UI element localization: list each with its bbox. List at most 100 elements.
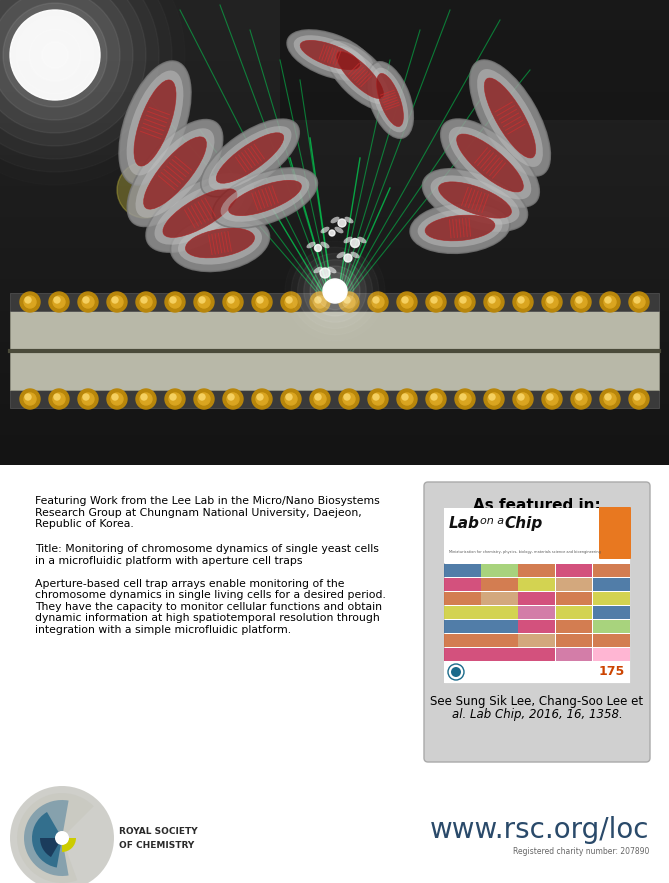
Ellipse shape bbox=[229, 180, 302, 215]
Ellipse shape bbox=[287, 30, 373, 80]
Circle shape bbox=[140, 296, 152, 308]
Wedge shape bbox=[40, 838, 62, 857]
Circle shape bbox=[117, 162, 173, 218]
Circle shape bbox=[343, 296, 355, 308]
Circle shape bbox=[329, 230, 335, 236]
Text: Lab: Lab bbox=[449, 516, 480, 531]
Bar bbox=[555, 620, 592, 633]
Ellipse shape bbox=[470, 60, 551, 176]
Bar bbox=[555, 633, 592, 647]
Circle shape bbox=[314, 296, 326, 308]
Wedge shape bbox=[10, 786, 114, 883]
Circle shape bbox=[223, 292, 243, 312]
Circle shape bbox=[576, 297, 582, 303]
Circle shape bbox=[16, 16, 94, 94]
Wedge shape bbox=[24, 800, 69, 876]
Bar bbox=[518, 563, 555, 577]
Circle shape bbox=[575, 393, 587, 405]
Circle shape bbox=[310, 292, 330, 312]
Ellipse shape bbox=[441, 119, 539, 207]
Text: Republic of Korea.: Republic of Korea. bbox=[35, 519, 134, 529]
Ellipse shape bbox=[300, 41, 360, 70]
Circle shape bbox=[170, 297, 176, 303]
Circle shape bbox=[83, 394, 89, 400]
Bar bbox=[593, 577, 630, 591]
Ellipse shape bbox=[127, 119, 223, 226]
Bar bbox=[518, 592, 555, 605]
Circle shape bbox=[517, 393, 529, 405]
Text: Registered charity number: 207890: Registered charity number: 207890 bbox=[512, 848, 649, 857]
Circle shape bbox=[252, 389, 272, 409]
Ellipse shape bbox=[343, 237, 353, 244]
Circle shape bbox=[518, 297, 524, 303]
Text: www.rsc.org/loc: www.rsc.org/loc bbox=[429, 816, 649, 844]
Circle shape bbox=[3, 3, 107, 107]
Circle shape bbox=[112, 394, 118, 400]
Bar bbox=[593, 647, 630, 661]
Circle shape bbox=[304, 260, 366, 322]
Circle shape bbox=[338, 219, 346, 227]
FancyBboxPatch shape bbox=[424, 482, 650, 762]
Circle shape bbox=[256, 296, 268, 308]
Circle shape bbox=[227, 296, 239, 308]
Circle shape bbox=[194, 389, 214, 409]
Circle shape bbox=[310, 266, 360, 316]
Circle shape bbox=[489, 297, 495, 303]
Circle shape bbox=[604, 393, 616, 405]
Circle shape bbox=[0, 0, 120, 120]
Circle shape bbox=[42, 42, 68, 68]
Bar bbox=[481, 647, 518, 661]
Circle shape bbox=[629, 292, 649, 312]
Circle shape bbox=[136, 389, 156, 409]
Circle shape bbox=[198, 393, 210, 405]
Circle shape bbox=[314, 393, 326, 405]
Circle shape bbox=[634, 394, 640, 400]
Circle shape bbox=[285, 393, 297, 405]
Circle shape bbox=[633, 393, 645, 405]
Circle shape bbox=[257, 394, 263, 400]
Circle shape bbox=[199, 394, 205, 400]
Circle shape bbox=[513, 389, 533, 409]
Bar bbox=[593, 606, 630, 619]
Circle shape bbox=[286, 297, 292, 303]
Circle shape bbox=[605, 297, 611, 303]
Circle shape bbox=[54, 297, 60, 303]
Bar bbox=[555, 606, 592, 619]
Circle shape bbox=[460, 394, 466, 400]
Text: 175: 175 bbox=[599, 665, 625, 678]
Circle shape bbox=[513, 292, 533, 312]
Ellipse shape bbox=[328, 267, 337, 274]
Ellipse shape bbox=[449, 126, 531, 200]
Circle shape bbox=[78, 389, 98, 409]
Text: on a: on a bbox=[480, 516, 504, 526]
Circle shape bbox=[459, 296, 471, 308]
Circle shape bbox=[49, 292, 69, 312]
Bar bbox=[444, 577, 481, 591]
Text: OF CHEMISTRY: OF CHEMISTRY bbox=[119, 841, 194, 849]
Ellipse shape bbox=[330, 46, 389, 104]
Bar bbox=[593, 620, 630, 633]
Circle shape bbox=[372, 393, 384, 405]
Circle shape bbox=[286, 394, 292, 400]
Bar bbox=[555, 577, 592, 591]
Circle shape bbox=[194, 292, 214, 312]
Text: Chip: Chip bbox=[504, 516, 543, 531]
Text: They have the capacity to monitor cellular functions and obtain: They have the capacity to monitor cellul… bbox=[35, 602, 382, 612]
Circle shape bbox=[344, 394, 350, 400]
Circle shape bbox=[339, 292, 359, 312]
Circle shape bbox=[228, 297, 234, 303]
Circle shape bbox=[571, 292, 591, 312]
Circle shape bbox=[10, 10, 100, 100]
Circle shape bbox=[24, 393, 36, 405]
Ellipse shape bbox=[136, 128, 215, 218]
Bar bbox=[444, 592, 481, 605]
Bar bbox=[444, 633, 481, 647]
Circle shape bbox=[402, 297, 408, 303]
Bar bbox=[481, 606, 518, 619]
Circle shape bbox=[542, 389, 562, 409]
Bar bbox=[10, 311, 659, 390]
Bar bbox=[481, 563, 518, 577]
Circle shape bbox=[82, 296, 94, 308]
Circle shape bbox=[78, 292, 98, 312]
Bar bbox=[444, 508, 630, 683]
